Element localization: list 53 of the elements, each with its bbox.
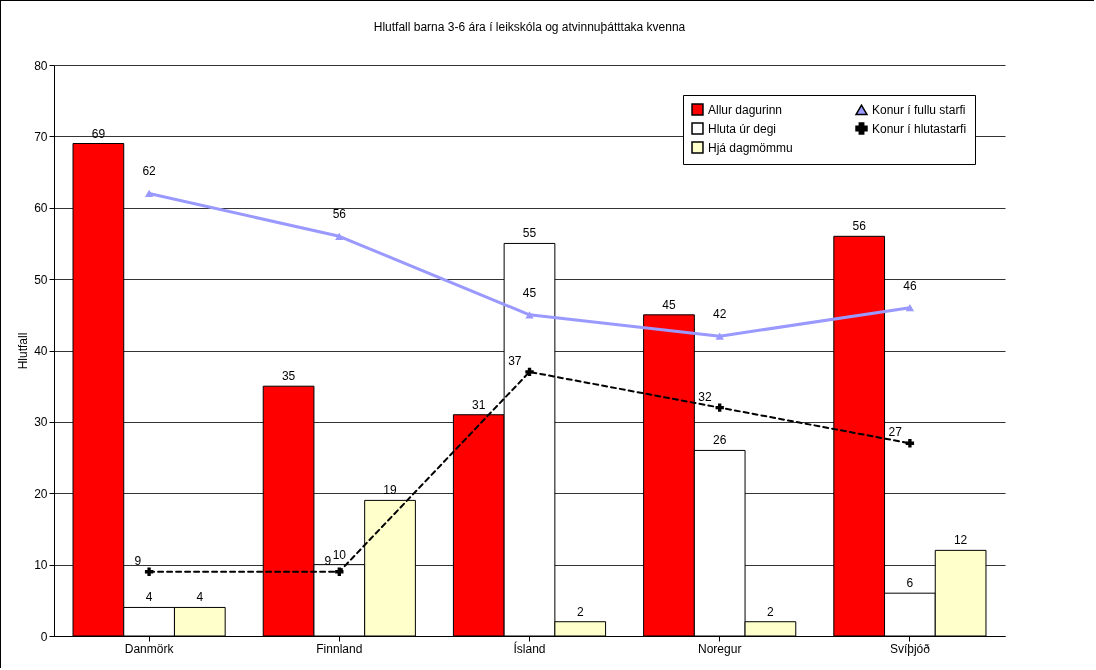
legend-label: Hluta úr degi [708, 121, 777, 136]
data-label: 9 [324, 553, 332, 568]
data-label: 4 [196, 590, 204, 605]
y-tick-label: 70 [34, 129, 48, 144]
data-label: 4 [145, 590, 153, 605]
data-label: 56 [852, 219, 867, 234]
data-label: 10 [332, 547, 347, 562]
x-tick-label: Ísland [513, 640, 546, 656]
y-tick-label: 60 [34, 201, 48, 216]
point [144, 189, 154, 198]
point [905, 304, 915, 312]
data-label: 31 [472, 397, 486, 412]
chart-title: Hlutfall barna 3-6 ára í leikskóla og atvinnuþátttaka kvenna [373, 20, 686, 34]
data-label: 45 [662, 297, 676, 312]
point [905, 439, 915, 448]
x-tick-label: Danmörk [124, 641, 175, 656]
y-axis-title: Hlutfall [16, 332, 31, 370]
y-tick-label: 50 [34, 272, 48, 287]
data-label: 42 [713, 307, 727, 322]
data-label: 2 [767, 604, 775, 619]
data-label: 37 [508, 353, 522, 368]
legend-label: Konur í hlutastarfi [872, 121, 967, 136]
y-tick-label: 40 [34, 344, 48, 358]
point [144, 567, 154, 576]
data-label: 6 [906, 576, 914, 591]
data-label: 27 [888, 425, 903, 440]
y-tick-label: 0 [40, 629, 48, 644]
x-tick-label: Svíþjóð [889, 641, 931, 656]
data-label: 9 [134, 553, 142, 568]
point [335, 232, 344, 240]
legend-label: Hjá dagmömmu [708, 140, 793, 155]
point [525, 311, 534, 319]
legend-label: Allur dagurinn [708, 102, 783, 117]
data-label: 32 [698, 389, 713, 404]
y-tick-label: 20 [34, 486, 48, 501]
y-tick-label: 80 [34, 58, 48, 73]
point [525, 367, 534, 377]
point [715, 403, 724, 412]
data-label: 2 [576, 604, 584, 619]
point [715, 332, 724, 340]
x-tick-label: Finnland [316, 641, 363, 656]
y-tick-label: 10 [34, 558, 48, 573]
data-label: 12 [953, 533, 968, 548]
legend-label: Konur í fullu starfi [872, 102, 966, 117]
data-label: 35 [281, 369, 296, 384]
data-label: 55 [522, 226, 537, 241]
y-tick-label: 30 [34, 415, 48, 430]
data-label: 56 [332, 207, 347, 222]
data-label: 62 [142, 164, 157, 179]
x-tick-label: Noregur [698, 641, 742, 656]
data-label: 26 [713, 433, 727, 448]
data-label: 45 [522, 285, 537, 300]
data-label: 46 [903, 278, 917, 293]
